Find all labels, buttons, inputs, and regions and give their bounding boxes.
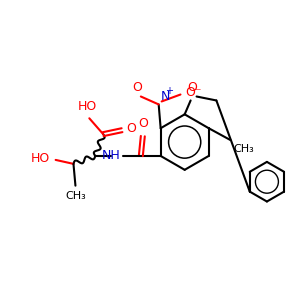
- Text: O: O: [138, 117, 148, 130]
- Text: O⁻: O⁻: [185, 86, 202, 99]
- Text: NH: NH: [101, 149, 120, 162]
- Text: CH₃: CH₃: [233, 144, 254, 154]
- Text: HO: HO: [78, 100, 97, 113]
- Text: CH₃: CH₃: [65, 190, 86, 201]
- Text: O: O: [132, 80, 142, 94]
- Text: +: +: [165, 85, 172, 95]
- Text: O: O: [126, 122, 136, 135]
- Text: HO: HO: [30, 152, 50, 165]
- Text: O: O: [188, 80, 197, 94]
- Text: N: N: [161, 90, 170, 104]
